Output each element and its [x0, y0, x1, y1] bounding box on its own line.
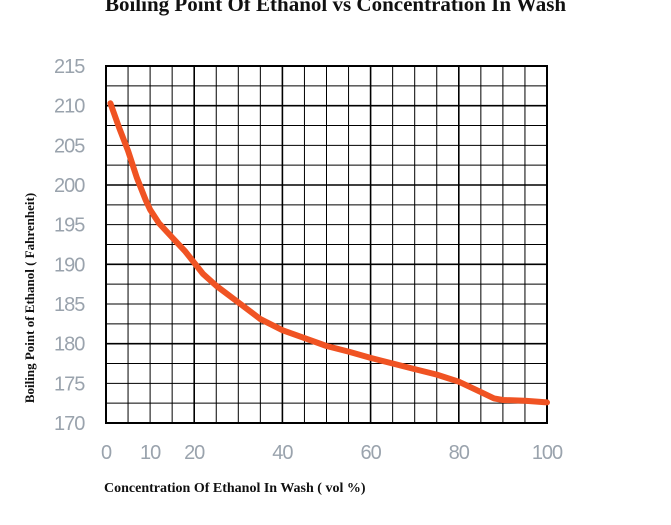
- x-tick-label: 10: [140, 442, 161, 464]
- chart-title: Boiling Point Of Ethanol vs Concentratio…: [104, 0, 567, 16]
- y-tick-label: 190: [54, 254, 85, 276]
- y-tick-label: 170: [54, 413, 85, 435]
- y-axis-label: Boiling Point of Ethanol ( Fahrenheit): [22, 192, 37, 404]
- x-tick-label: 20: [184, 442, 205, 464]
- series-line: [107, 100, 550, 406]
- x-tick-label: 80: [449, 442, 470, 464]
- x-tick-label: 0: [101, 442, 112, 464]
- x-tick-label: 40: [272, 442, 293, 464]
- y-tick-label: 200: [54, 175, 85, 197]
- y-tick-label: 185: [54, 294, 85, 316]
- y-tick-label: 195: [54, 215, 85, 237]
- y-tick-label: 175: [54, 373, 85, 395]
- y-tick-label: 215: [54, 56, 85, 78]
- y-tick-label: 210: [54, 96, 85, 118]
- x-tick-label: 60: [360, 442, 381, 464]
- x-axis-label: Concentration Of Ethanol In Wash ( vol %…: [104, 481, 366, 496]
- y-tick-label: 180: [54, 334, 85, 356]
- y-tick-label: 205: [54, 135, 85, 157]
- x-tick-label: 100: [532, 442, 563, 464]
- plot-border: [105, 65, 548, 424]
